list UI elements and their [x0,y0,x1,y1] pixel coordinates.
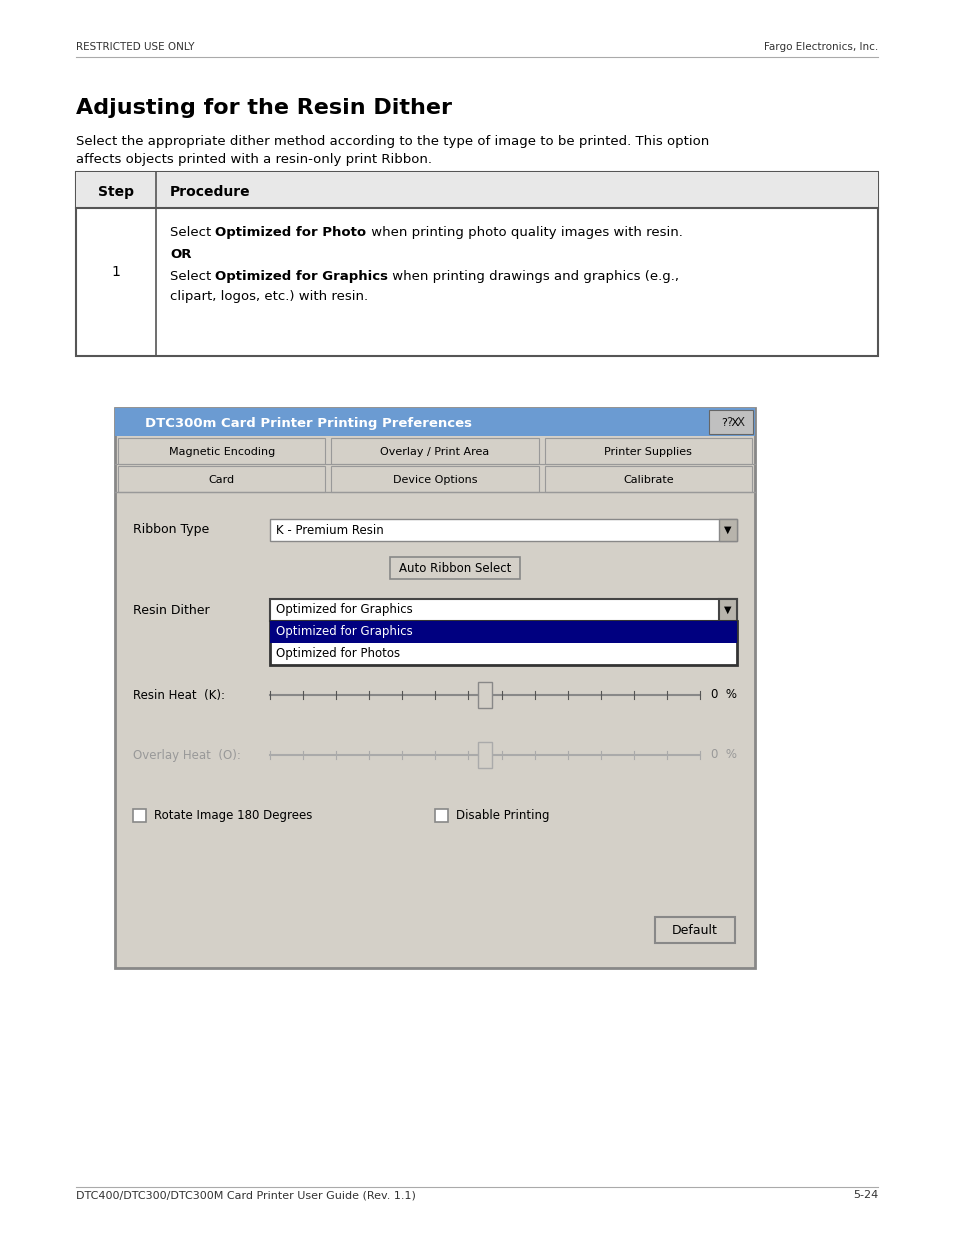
Text: DTC300m Card Printer Printing Preferences: DTC300m Card Printer Printing Preference… [145,416,472,430]
Text: ▼: ▼ [723,605,731,615]
Text: Magnetic Encoding: Magnetic Encoding [169,447,274,457]
Text: ? X: ? X [721,417,739,429]
Bar [270,621,737,643]
Bar [544,438,751,464]
Bar [331,438,538,464]
Text: Disable Printing: Disable Printing [456,809,549,821]
Bar [115,408,754,436]
Bar [544,466,751,492]
Text: Fargo Electronics, Inc.: Fargo Electronics, Inc. [763,42,877,52]
Bar [719,519,737,541]
Text: Adjusting for the Resin Dither: Adjusting for the Resin Dither [76,98,452,119]
Text: Device Options: Device Options [393,475,476,485]
Text: Printer Supplies: Printer Supplies [604,447,692,457]
Bar [118,438,325,464]
Text: Calibrate: Calibrate [622,475,673,485]
Text: Resin Heat  (K):: Resin Heat (K): [132,688,225,701]
Text: RESTRICTED USE ONLY: RESTRICTED USE ONLY [76,42,194,52]
Bar [477,682,492,708]
Text: Optimized for Graphics: Optimized for Graphics [215,270,388,283]
Bar [76,172,877,207]
Bar [118,466,325,492]
Bar [719,599,737,621]
Bar [115,408,754,968]
Text: Procedure: Procedure [170,185,251,199]
Text: K - Premium Resin: K - Premium Resin [275,524,383,536]
Text: DTC400/DTC300/DTC300M Card Printer User Guide (Rev. 1.1): DTC400/DTC300/DTC300M Card Printer User … [76,1191,416,1200]
Text: 0  %: 0 % [710,688,737,701]
Text: Default: Default [671,924,718,936]
Bar [331,466,538,492]
Bar [132,809,146,821]
Text: Select: Select [170,270,215,283]
Text: Auto Ribbon Select: Auto Ribbon Select [398,562,511,574]
Text: Resin Dither: Resin Dither [132,604,210,616]
Text: 1: 1 [112,266,120,279]
Bar [477,742,492,768]
Bar [76,172,877,356]
Bar [270,519,737,541]
Text: clipart, logos, etc.) with resin.: clipart, logos, etc.) with resin. [170,290,368,303]
Bar [390,557,519,579]
Text: Optimized for Photos: Optimized for Photos [275,647,399,661]
Text: Step: Step [98,185,133,199]
Text: Rotate Image 180 Degrees: Rotate Image 180 Degrees [153,809,312,821]
Text: Select the appropriate dither method according to the type of image to be printe: Select the appropriate dither method acc… [76,135,708,148]
Text: Overlay / Print Area: Overlay / Print Area [380,447,489,457]
Text: Optimized for Graphics: Optimized for Graphics [275,625,413,638]
Text: Optimized for Photo: Optimized for Photo [215,226,366,240]
Text: when printing drawings and graphics (e.g.,: when printing drawings and graphics (e.g… [388,270,679,283]
Text: when printing photo quality images with resin.: when printing photo quality images with … [366,226,681,240]
Bar [270,621,737,664]
Text: affects objects printed with a resin-only print Ribbon.: affects objects printed with a resin-onl… [76,153,432,165]
Text: Optimized for Graphics: Optimized for Graphics [275,604,413,616]
Text: Overlay Heat  (O):: Overlay Heat (O): [132,748,240,762]
Text: Card: Card [209,475,234,485]
Text: Ribbon Type: Ribbon Type [132,524,209,536]
Bar [435,809,448,821]
Text: 5-24: 5-24 [852,1191,877,1200]
Bar [708,410,752,433]
Bar [270,599,737,621]
Text: ? X: ? X [726,416,744,430]
Text: ▼: ▼ [723,525,731,535]
Bar [655,918,734,944]
Text: 0  %: 0 % [710,748,737,762]
Text: OR: OR [170,248,192,261]
Text: Select: Select [170,226,215,240]
